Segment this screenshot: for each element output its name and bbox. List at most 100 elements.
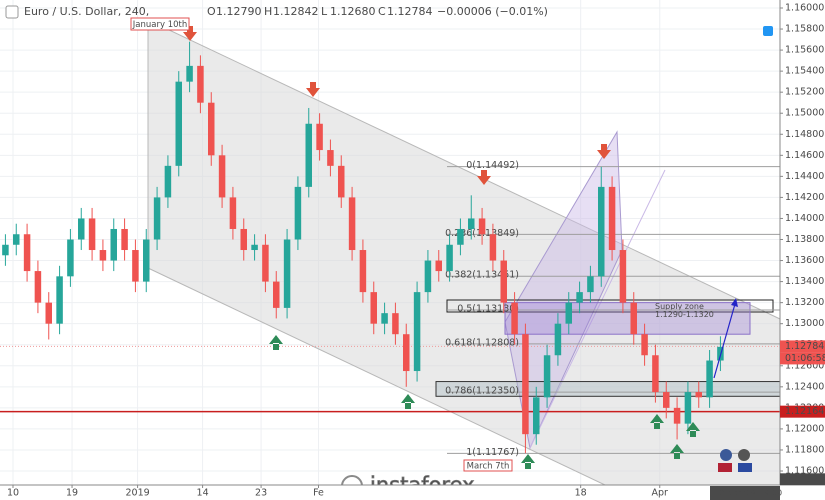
annotation: March 7th bbox=[467, 462, 510, 472]
candle-body bbox=[110, 228, 117, 261]
candle-body bbox=[435, 260, 442, 272]
ohlc-value: 1.12680 bbox=[330, 5, 376, 18]
header: Euro / U.S. Dollar, 240, O 1.12790 H 1.1284… bbox=[24, 5, 548, 18]
crosshair-price-label: 1.11521 bbox=[785, 474, 824, 485]
x-tick-label: Fe bbox=[313, 488, 324, 499]
candle-body bbox=[283, 239, 291, 308]
y-tick-label: 1.14800 bbox=[785, 129, 824, 140]
candle-body bbox=[186, 65, 193, 82]
candle-body bbox=[381, 313, 388, 324]
y-tick-label: 1.14400 bbox=[785, 171, 824, 182]
candle-body bbox=[522, 334, 529, 435]
event-icon bbox=[738, 449, 750, 461]
flag-icon bbox=[718, 463, 732, 472]
settings-icon bbox=[763, 26, 773, 36]
ascending-channel bbox=[504, 130, 623, 450]
candle-body bbox=[13, 234, 20, 245]
candle-body bbox=[45, 302, 52, 324]
event-icon bbox=[720, 449, 732, 461]
y-tick-label: 1.14000 bbox=[785, 213, 824, 224]
candle-body bbox=[338, 165, 345, 198]
crosshair-time: 18 Apr '19 bbox=[714, 489, 755, 498]
y-tick-label: 1.11600 bbox=[785, 466, 824, 477]
zone-range: 1.1290-1.1320 bbox=[655, 310, 714, 319]
candle-body bbox=[143, 239, 150, 282]
down-arrow bbox=[477, 170, 491, 185]
x-tick-label: 14 bbox=[197, 488, 209, 499]
support-price-box bbox=[780, 405, 825, 418]
candle-body bbox=[663, 392, 670, 408]
fib-label: 0.618(1.12808) bbox=[445, 337, 519, 348]
candle-body bbox=[56, 276, 63, 324]
y-tick-label: 1.12600 bbox=[785, 360, 824, 371]
flag-icon bbox=[738, 463, 752, 472]
x-tick-label: 23 bbox=[255, 488, 267, 499]
y-tick-label: 1.14200 bbox=[785, 192, 824, 203]
ohlc-key: L bbox=[321, 5, 328, 18]
candle-body bbox=[511, 302, 518, 335]
ohlc-key: H bbox=[264, 5, 272, 18]
channel-line bbox=[529, 169, 666, 449]
countdown-box bbox=[780, 352, 825, 365]
x-tick-label: Apr bbox=[652, 488, 669, 499]
down-arrow bbox=[597, 144, 611, 159]
up-arrow bbox=[269, 335, 283, 350]
up-arrows bbox=[269, 335, 700, 469]
candle-body bbox=[457, 228, 464, 245]
candle-body bbox=[652, 355, 659, 393]
candle-body bbox=[403, 334, 410, 372]
candle-body bbox=[240, 228, 247, 251]
candle-body bbox=[153, 197, 161, 240]
candle-body bbox=[673, 407, 681, 424]
level-box bbox=[446, 299, 774, 313]
label-box bbox=[463, 459, 513, 472]
up-arrow bbox=[686, 422, 700, 437]
candle-body bbox=[641, 334, 648, 356]
ohlc-value: 1.12784 bbox=[387, 5, 433, 18]
y-tick-label: 1.14600 bbox=[785, 150, 824, 161]
y-tick-label: 1.15600 bbox=[785, 45, 824, 56]
fib-label: 0(1.14492) bbox=[466, 160, 519, 171]
candle-body bbox=[208, 102, 215, 156]
candle-body bbox=[619, 250, 627, 303]
y-tick-label: 1.16000 bbox=[785, 2, 824, 13]
x-tick-label: 2019 bbox=[125, 488, 149, 499]
projection-arrow bbox=[713, 303, 736, 379]
candle-body bbox=[468, 218, 475, 229]
candle-body bbox=[554, 323, 562, 356]
candle-body bbox=[706, 360, 713, 398]
candle-body bbox=[34, 271, 42, 303]
up-arrow bbox=[521, 454, 535, 469]
candle-body bbox=[218, 155, 226, 198]
candle-body bbox=[608, 186, 616, 251]
support-price-label: 1.12164 bbox=[785, 406, 824, 417]
up-arrow bbox=[650, 414, 664, 429]
candle-body bbox=[23, 234, 31, 272]
crosshair-hour: 19:00 bbox=[759, 489, 782, 498]
candle-body bbox=[576, 292, 583, 303]
candle-body bbox=[359, 250, 367, 293]
candle-body bbox=[413, 292, 421, 372]
countdown: 01:06:58 bbox=[785, 353, 825, 364]
ohlc-key: C bbox=[378, 5, 386, 18]
candle-body bbox=[88, 218, 96, 251]
y-tick-label: 1.15200 bbox=[785, 87, 824, 98]
fib-label: 0.5(1.13130) bbox=[457, 304, 519, 315]
annotation: January 10th bbox=[132, 20, 187, 30]
y-tick-label: 1.15400 bbox=[785, 66, 824, 77]
crosshair-price-box bbox=[780, 473, 825, 486]
candle-body bbox=[587, 276, 594, 293]
candle-body bbox=[533, 397, 540, 435]
ohlc-value: 1.12842 bbox=[273, 5, 319, 18]
label-box bbox=[130, 17, 190, 31]
candle-body bbox=[175, 81, 182, 166]
candle-body bbox=[392, 313, 399, 335]
candle-body bbox=[262, 244, 269, 282]
candle-body bbox=[598, 186, 605, 277]
down-arrow bbox=[306, 82, 320, 97]
candle-body bbox=[543, 355, 551, 398]
candle-body bbox=[251, 244, 258, 251]
fib-label: 0.382(1.13451) bbox=[445, 270, 519, 281]
